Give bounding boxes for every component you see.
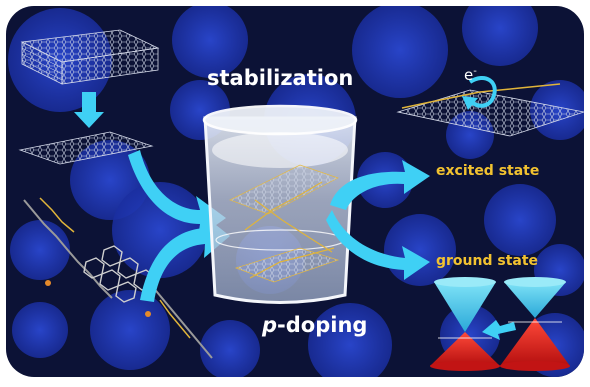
down-arrow (74, 92, 104, 128)
graphene-sheet (18, 131, 154, 165)
electron-symbol: e (464, 66, 474, 84)
arrow-sheet-to-beaker (128, 150, 226, 238)
arrow-to-ground-state (326, 210, 430, 280)
p-doping-suffix: -doping (277, 313, 368, 337)
arrow-to-excited-state (330, 160, 430, 210)
p-doping-prefix: p (262, 313, 278, 337)
dirac-cone-right (500, 277, 570, 371)
electron-transfer-sheet (396, 76, 584, 137)
excited-state-label: excited state (436, 163, 540, 179)
beaker (202, 104, 358, 304)
arrow-molecule-to-beaker (140, 214, 230, 302)
stabilization-label: stabilization (207, 66, 354, 90)
molecule (23, 197, 213, 359)
p-doping-label: p-doping (262, 313, 367, 337)
cone-shift-arrow (482, 320, 516, 340)
electron-label: e- (464, 66, 477, 84)
dirac-cone-left (430, 277, 500, 371)
ground-state-label: ground state (436, 253, 539, 269)
electron-charge: - (473, 66, 477, 77)
graphite-block (20, 29, 160, 85)
